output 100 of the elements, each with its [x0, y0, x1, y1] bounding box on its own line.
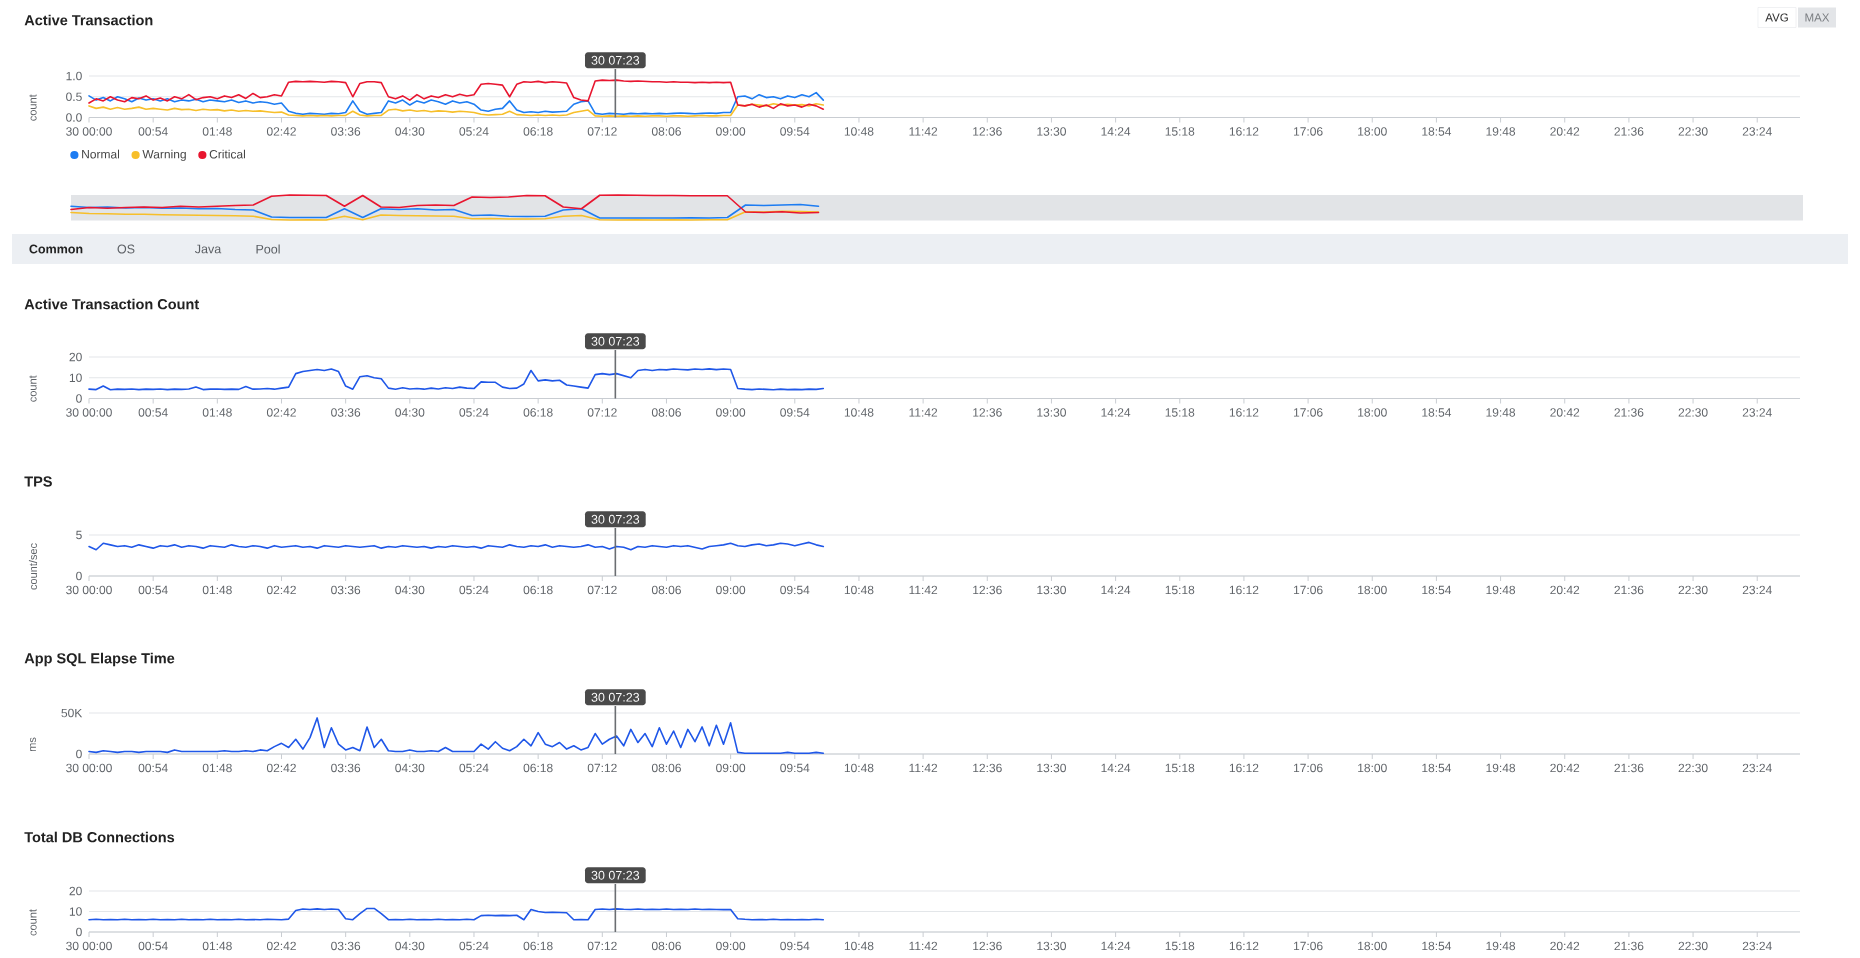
x-tick-label: 00:54 — [138, 408, 168, 417]
chart-title: Active Transaction Count — [24, 298, 199, 310]
x-tick-label: 12:36 — [973, 941, 1002, 951]
x-tick-label: 09:54 — [780, 408, 810, 417]
x-tick-label: 09:00 — [716, 941, 746, 951]
ref-line-label: 30 07:23 — [591, 870, 640, 880]
y-tick-label: 10 — [69, 373, 82, 383]
x-tick-label: 14:24 — [1101, 127, 1131, 136]
x-tick-label: 11:42 — [909, 127, 938, 136]
x-tick-label: 07:12 — [587, 941, 617, 951]
x-tick-label: 09:54 — [780, 941, 810, 951]
x-tick-label: 21:36 — [1614, 408, 1644, 417]
x-tick-label: 13:30 — [1037, 127, 1066, 136]
x-tick-label: 05:24 — [459, 763, 489, 773]
x-tick-label: 02:42 — [266, 585, 296, 595]
x-tick-label: 09:54 — [780, 585, 810, 595]
y-tick-label: 0 — [76, 749, 82, 759]
x-tick-label: 08:06 — [651, 585, 681, 595]
x-tick-label: 18:00 — [1358, 585, 1387, 595]
x-tick-label: 18:00 — [1358, 408, 1387, 417]
y-axis-title: count — [29, 94, 37, 121]
x-tick-label: 05:24 — [459, 127, 489, 136]
text: OS — [117, 244, 135, 254]
x-tick-label: 09:00 — [716, 763, 746, 773]
x-tick-label: 21:36 — [1614, 127, 1644, 136]
x-tick-label: 20:42 — [1550, 941, 1580, 951]
x-tick-label: 04:30 — [395, 585, 425, 595]
x-tick-label: 06:18 — [523, 585, 553, 595]
y-tick-label: 5 — [76, 530, 82, 540]
x-tick-label: 19:48 — [1486, 763, 1516, 773]
x-tick-label: 11:42 — [909, 585, 938, 595]
x-tick-label: 05:24 — [459, 941, 489, 951]
text: MAX — [1805, 13, 1830, 22]
x-tick-label: 12:36 — [973, 127, 1002, 136]
text: AVG — [1765, 13, 1788, 22]
x-tick-label: 06:18 — [523, 127, 553, 136]
x-tick-label: 13:30 — [1037, 941, 1066, 951]
x-tick-label: 08:06 — [651, 763, 681, 773]
x-tick-label: 16:12 — [1229, 941, 1259, 951]
y-tick-label: 0 — [76, 927, 82, 937]
x-tick-label: 11:42 — [909, 941, 938, 951]
x-tick-label: 18:54 — [1422, 408, 1452, 417]
x-tick-label: 02:42 — [266, 941, 296, 951]
x-tick-label: 18:54 — [1422, 763, 1452, 773]
x-tick-label: 01:48 — [202, 127, 232, 136]
x-tick-label: 06:18 — [523, 941, 553, 951]
ref-line-label: 30 07:23 — [591, 55, 640, 65]
x-tick-label: 21:36 — [1614, 585, 1644, 595]
x-tick-label: 00:54 — [138, 763, 168, 773]
x-tick-label: 17:06 — [1293, 127, 1323, 136]
x-tick-label: 07:12 — [587, 127, 617, 136]
y-axis-title: count/sec — [28, 543, 38, 590]
text: Java — [194, 244, 222, 254]
x-tick-label: 01:48 — [202, 585, 232, 595]
legend-label: Warning — [142, 149, 186, 161]
x-tick-label: 04:30 — [395, 763, 425, 773]
x-tick-label: 02:42 — [266, 408, 296, 417]
x-tick-label: 11:42 — [909, 408, 938, 417]
y-tick-label: 20 — [69, 352, 82, 362]
x-tick-label: 05:24 — [459, 585, 489, 595]
x-tick-label: 22:30 — [1678, 763, 1708, 773]
x-tick-label: 10:48 — [844, 408, 874, 417]
x-tick-label: 14:24 — [1101, 408, 1131, 417]
x-tick-label: 18:00 — [1358, 127, 1387, 136]
x-tick-label: 18:00 — [1358, 941, 1387, 951]
x-tick-label: 15:18 — [1165, 127, 1195, 136]
x-tick-label: 09:00 — [716, 127, 746, 136]
legend-label: Critical — [209, 149, 245, 159]
x-tick-label: 12:36 — [973, 763, 1002, 773]
x-tick-label: 15:18 — [1165, 408, 1195, 417]
x-tick-label: 18:54 — [1422, 585, 1452, 595]
x-tick-label: 02:42 — [266, 127, 296, 136]
x-tick-label: 09:54 — [780, 763, 810, 773]
x-tick-label: 16:12 — [1229, 408, 1259, 417]
chart-title: App SQL Elapse Time — [24, 652, 175, 667]
x-tick-label: 30 00:00 — [66, 127, 112, 136]
x-tick-label: 22:30 — [1678, 585, 1708, 595]
x-tick-label: 15:18 — [1165, 763, 1195, 773]
ref-line-label: 30 07:23 — [591, 336, 640, 346]
x-tick-label: 23:24 — [1742, 941, 1772, 951]
x-tick-label: 16:12 — [1229, 127, 1259, 136]
x-tick-label: 17:06 — [1293, 941, 1323, 951]
x-tick-label: 23:24 — [1742, 127, 1772, 136]
y-tick-label: 50K — [61, 708, 83, 718]
x-tick-label: 04:30 — [395, 408, 425, 417]
x-tick-label: 30 00:00 — [66, 408, 112, 417]
x-tick-label: 02:42 — [266, 763, 296, 773]
x-tick-label: 01:48 — [202, 941, 232, 951]
x-tick-label: 19:48 — [1486, 941, 1516, 951]
x-tick-label: 10:48 — [844, 763, 874, 773]
x-tick-label: 19:48 — [1486, 408, 1516, 417]
x-tick-label: 21:36 — [1614, 763, 1644, 773]
x-tick-label: 30 00:00 — [66, 585, 112, 595]
x-tick-label: 18:54 — [1422, 941, 1452, 951]
x-tick-label: 17:06 — [1293, 585, 1323, 595]
legend-label: Normal — [82, 149, 120, 159]
x-tick-label: 08:06 — [651, 408, 681, 417]
x-tick-label: 22:30 — [1678, 941, 1708, 951]
x-tick-label: 19:48 — [1486, 127, 1516, 136]
x-tick-label: 21:36 — [1614, 941, 1644, 951]
